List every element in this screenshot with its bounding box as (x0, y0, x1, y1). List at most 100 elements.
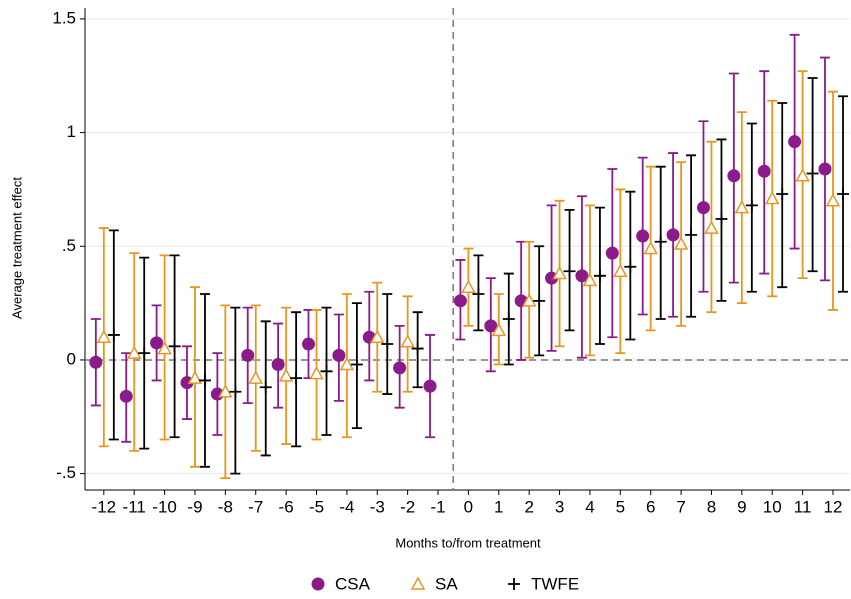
point (472, 288, 485, 301)
point (150, 336, 164, 350)
legend-marker (311, 577, 325, 591)
y-axis-title: Average treatment effect (9, 177, 24, 319)
point (96, 329, 112, 343)
point (278, 368, 294, 382)
legend-label: SA (435, 574, 458, 593)
point (818, 162, 832, 176)
point (764, 190, 780, 205)
x-tick-label: 7 (676, 497, 685, 516)
x-axis-title: Months to/from treatment (395, 535, 541, 550)
x-tick-label: 5 (616, 497, 625, 516)
point (533, 294, 546, 307)
point (381, 338, 394, 351)
point (613, 263, 628, 278)
point (605, 246, 619, 260)
x-tick-label: 2 (524, 497, 533, 516)
point (624, 260, 637, 273)
point (241, 348, 255, 362)
point (218, 384, 233, 398)
point (757, 164, 771, 178)
x-tick-label: 0 (464, 497, 473, 516)
x-tick-label: -3 (370, 497, 385, 516)
point (666, 228, 680, 242)
point (229, 385, 242, 398)
point (271, 357, 285, 371)
y-tick-label: 1 (67, 122, 76, 141)
y-tick-label: 0 (67, 349, 76, 368)
y-tick-label: .5 (62, 236, 76, 255)
point (484, 319, 498, 333)
point (575, 269, 589, 283)
point (393, 361, 407, 375)
point (745, 199, 758, 212)
x-tick-label: 1 (494, 497, 503, 516)
point (198, 374, 211, 387)
point (552, 265, 567, 280)
point (309, 366, 324, 380)
point (806, 167, 819, 180)
point (795, 168, 810, 182)
point (138, 347, 151, 360)
point (461, 279, 476, 293)
point (673, 236, 689, 250)
x-tick-label: -10 (152, 497, 177, 516)
point (836, 187, 849, 200)
point (696, 201, 710, 215)
point (320, 365, 333, 378)
point (502, 313, 515, 326)
point (521, 293, 537, 307)
point (119, 389, 133, 403)
point (411, 342, 424, 355)
x-tick-label: 8 (707, 497, 716, 516)
x-tick-label: -5 (309, 497, 324, 516)
x-tick-label: 9 (737, 497, 746, 516)
point (259, 381, 272, 394)
legend-label: TWFE (531, 574, 579, 593)
x-tick-label: 6 (646, 497, 655, 516)
point (825, 193, 841, 207)
point (593, 269, 606, 282)
legend-marker (508, 578, 520, 590)
x-tick-label: -11 (123, 497, 146, 516)
point (332, 348, 346, 362)
point (685, 228, 698, 241)
point (157, 341, 172, 355)
point (187, 370, 203, 384)
legend-label: CSA (335, 574, 371, 593)
point (400, 334, 415, 348)
point (636, 229, 650, 243)
x-tick-label: -2 (400, 497, 415, 516)
x-tick-label: 12 (824, 497, 843, 516)
point (776, 187, 789, 200)
point (290, 372, 303, 385)
point (704, 220, 719, 234)
y-tick-label: -.5 (56, 463, 76, 482)
x-tick-label: -7 (248, 497, 263, 516)
x-tick-label: -12 (92, 497, 117, 516)
x-tick-label: -6 (279, 497, 294, 516)
point (248, 370, 264, 384)
point (727, 169, 741, 183)
point (582, 272, 598, 287)
x-tick-label: -8 (218, 497, 233, 516)
x-tick-label: -4 (339, 497, 354, 516)
point (654, 235, 667, 248)
point (350, 358, 363, 371)
point (370, 329, 385, 343)
y-tick-label: 1.5 (52, 8, 76, 27)
x-tick-label: 11 (794, 497, 812, 516)
x-tick-label: 3 (555, 497, 564, 516)
point (788, 135, 802, 149)
point (168, 340, 181, 353)
x-tick-label: 4 (585, 497, 594, 516)
point (563, 265, 576, 278)
point (453, 294, 467, 308)
x-tick-label: 10 (763, 497, 782, 516)
point (491, 322, 507, 337)
point (734, 200, 750, 214)
point (126, 345, 142, 359)
legend-marker (410, 576, 426, 590)
point (715, 212, 728, 225)
